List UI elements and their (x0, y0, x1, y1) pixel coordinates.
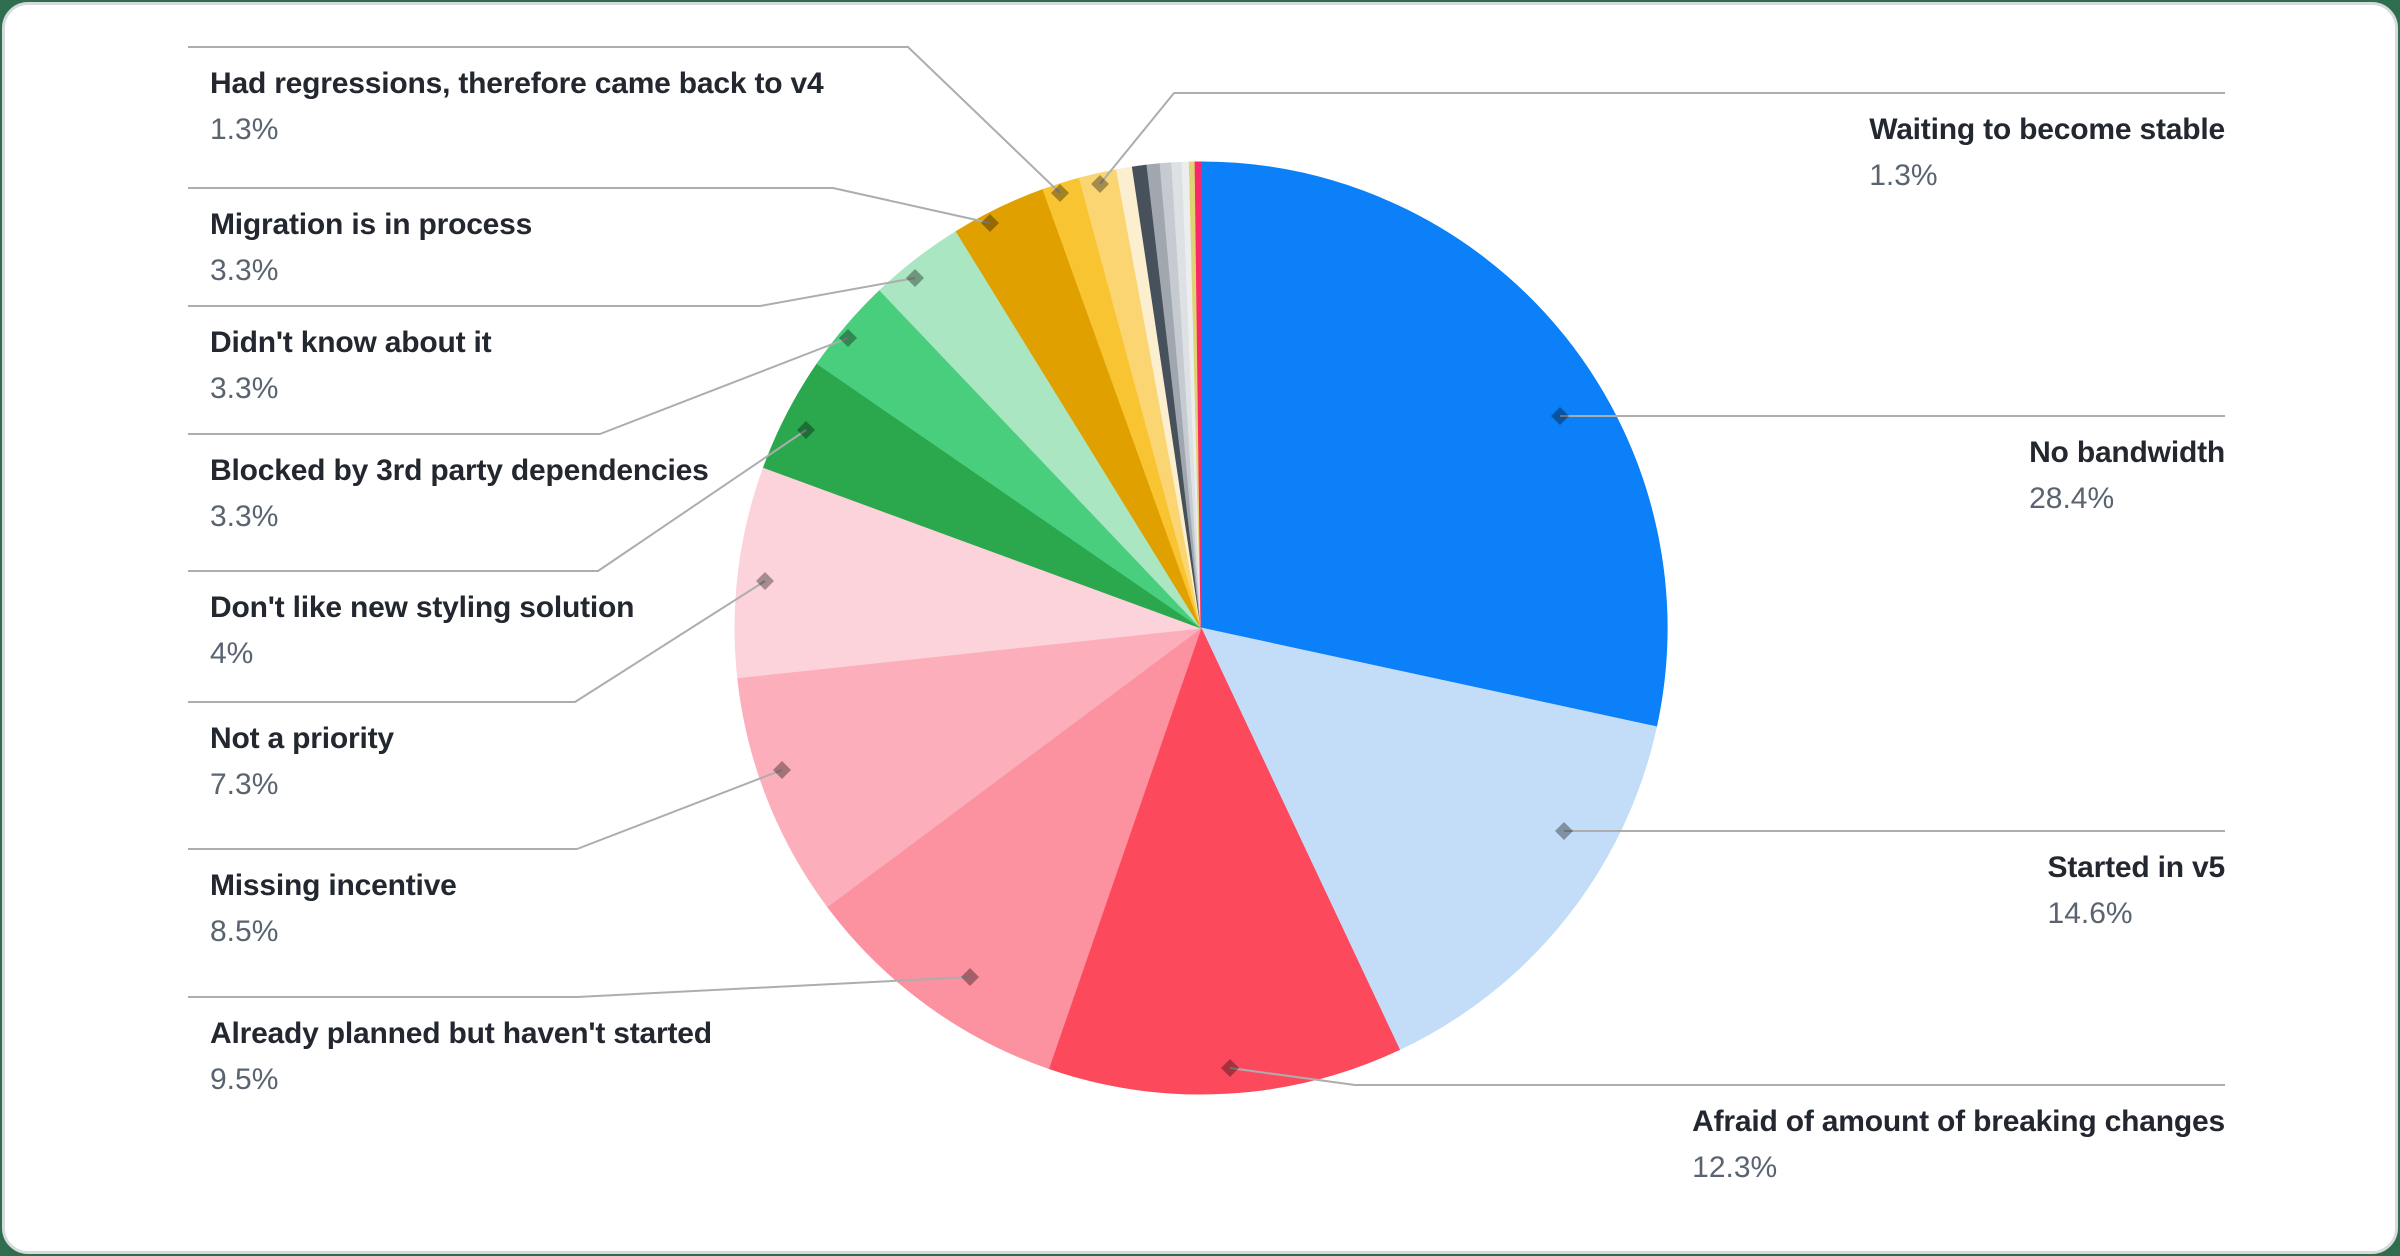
slice-label-pct: 14.6% (2047, 897, 2133, 930)
leader-line (188, 187, 991, 224)
slice-label-name: Missing incentive (210, 869, 457, 902)
pie-slice-no-bandwidth[interactable] (1200, 161, 1668, 728)
pie-slice-afraid-of-amount-of-breaking-changes[interactable] (1048, 626, 1401, 1095)
slice-marker (906, 269, 924, 287)
label-blocked-3rd-party: Blocked by 3rd party dependencies 3.3% (210, 454, 709, 533)
slice-label-name: Waiting to become stable (1869, 113, 2225, 146)
slice-marker (756, 572, 774, 590)
slice-label-pct: 4% (210, 637, 254, 670)
slice-marker (961, 968, 979, 986)
leader-line (1229, 1067, 2225, 1086)
label-afraid-breaking-changes: Afraid of amount of breaking changes 12.… (1692, 1105, 2225, 1184)
slice-label-pct: 3.3% (210, 500, 279, 533)
slice-marker (1221, 1059, 1239, 1077)
slice-marker (797, 421, 815, 439)
label-missing-incentive: Missing incentive 8.5% (210, 869, 457, 948)
leader-line (1099, 92, 2225, 185)
slice-label-name: Afraid of amount of breaking changes (1692, 1105, 2225, 1138)
leader-line (188, 580, 766, 703)
leader-line (188, 337, 849, 435)
slice-marker (1091, 175, 1109, 193)
slice-label-pct: 1.3% (1869, 159, 1938, 192)
pie-slice-segment[interactable] (1194, 161, 1202, 629)
slice-marker (1555, 822, 1573, 840)
slice-label-pct: 8.5% (210, 915, 279, 948)
label-dont-like-styling: Don't like new styling solution 4% (210, 591, 634, 670)
pie-slice-missing-incentive[interactable] (737, 627, 1203, 908)
slice-label-pct: 3.3% (210, 372, 279, 405)
slice-marker (839, 329, 857, 347)
label-already-planned: Already planned but haven't started 9.5% (210, 1017, 712, 1096)
slice-label-name: Blocked by 3rd party dependencies (210, 454, 709, 487)
leader-line (188, 277, 916, 307)
slice-label-name: Not a priority (210, 722, 394, 755)
slice-label-name: Started in v5 (2047, 851, 2226, 884)
label-no-bandwidth: No bandwidth 28.4% (2029, 436, 2225, 515)
label-had-regressions: Had regressions, therefore came back to … (210, 67, 824, 146)
slice-label-pct: 7.3% (210, 768, 279, 801)
slice-label-name: Didn't know about it (210, 326, 492, 359)
slice-label-pct: 1.3% (210, 113, 279, 146)
slice-label-name: Don't like new styling solution (210, 591, 635, 624)
slice-label-name: Had regressions, therefore came back to … (210, 67, 824, 100)
slice-label-name: Already planned but haven't started (210, 1017, 712, 1050)
slice-label-pct: 12.3% (1692, 1151, 1778, 1184)
slice-marker (773, 761, 791, 779)
leader-line (188, 429, 807, 572)
pie-slice-already-planned-but-haven-t-started[interactable] (826, 626, 1203, 1070)
label-migration-in-process: Migration is in process 3.3% (210, 208, 532, 287)
label-started-in-v5: Started in v5 14.6% (2047, 851, 2226, 930)
slice-label-name: No bandwidth (2029, 436, 2225, 469)
slice-label-pct: 9.5% (210, 1063, 279, 1096)
leader-line (188, 769, 783, 850)
leader-line (188, 976, 971, 998)
pie-slice-not-a-priority[interactable] (734, 466, 1202, 679)
slice-label-name: Migration is in process (210, 208, 533, 241)
leader-line (188, 46, 1061, 194)
slice-label-pct: 28.4% (2029, 482, 2115, 515)
label-waiting-stable: Waiting to become stable 1.3% (1869, 113, 2225, 192)
pie-slice-started-in-v5[interactable] (1200, 627, 1657, 1051)
slice-marker (981, 214, 999, 232)
label-didnt-know: Didn't know about it 3.3% (210, 326, 492, 405)
slice-marker (1551, 407, 1569, 425)
slice-marker (1051, 184, 1069, 202)
label-not-a-priority: Not a priority 7.3% (210, 722, 394, 801)
slice-label-pct: 3.3% (210, 254, 279, 287)
